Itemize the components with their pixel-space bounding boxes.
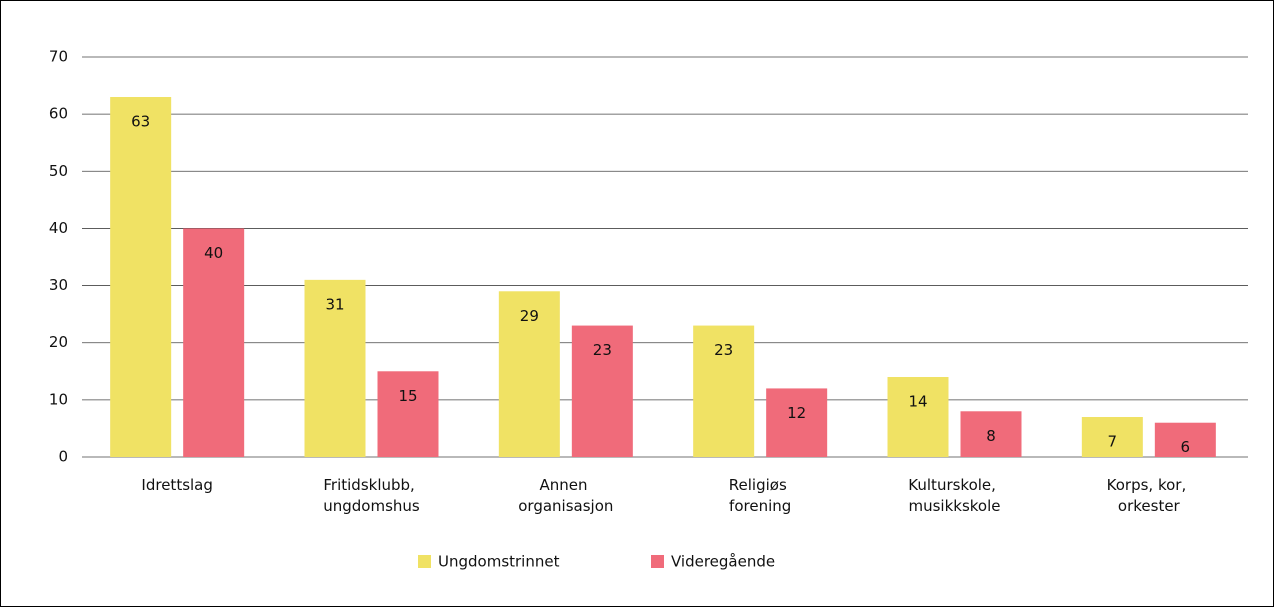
value-label: 23 <box>714 341 733 359</box>
bar <box>183 228 245 457</box>
value-label: 8 <box>986 427 996 445</box>
value-label: 15 <box>398 387 417 405</box>
x-tick-label: Annen organisasjon <box>518 476 613 515</box>
x-tick-label: Kulturskole, musikkskole <box>908 476 1000 515</box>
legend-swatch <box>418 555 431 568</box>
bar <box>1154 422 1216 457</box>
value-label: 23 <box>593 341 612 359</box>
y-tick-label: 60 <box>49 105 68 123</box>
bar <box>1081 417 1143 457</box>
y-tick-label: 70 <box>49 48 68 66</box>
bar <box>693 325 755 457</box>
value-label: 31 <box>325 295 344 313</box>
legend-label: Ungdomstrinnet <box>438 553 560 571</box>
y-tick-label: 20 <box>49 333 68 351</box>
x-tick-label: Korps, kor, orkester <box>1107 476 1191 515</box>
value-label: 63 <box>131 113 150 131</box>
x-tick-label: Fritidsklubb, ungdomshus <box>323 476 420 515</box>
value-label: 40 <box>204 244 223 262</box>
y-tick-label: 50 <box>49 162 68 180</box>
bar <box>571 325 633 457</box>
value-label: 7 <box>1108 433 1118 451</box>
bar <box>110 97 172 457</box>
legend-swatch <box>651 555 664 568</box>
y-tick-label: 40 <box>49 219 68 237</box>
bar <box>766 388 828 457</box>
bar <box>304 279 366 457</box>
bar <box>498 291 560 457</box>
value-label: 6 <box>1181 438 1191 456</box>
y-tick-label: 10 <box>49 390 68 408</box>
value-label: 12 <box>787 404 806 422</box>
x-tick-label: Idrettslag <box>141 476 212 494</box>
bar <box>887 377 949 457</box>
x-tick-label: Religiøs forening <box>729 476 792 515</box>
bar <box>960 411 1022 457</box>
y-tick-label: 30 <box>49 276 68 294</box>
bar <box>377 371 439 457</box>
legend-label: Videregående <box>671 553 775 571</box>
y-tick-label: 0 <box>58 448 68 466</box>
value-label: 14 <box>908 393 927 411</box>
value-label: 29 <box>520 307 539 325</box>
